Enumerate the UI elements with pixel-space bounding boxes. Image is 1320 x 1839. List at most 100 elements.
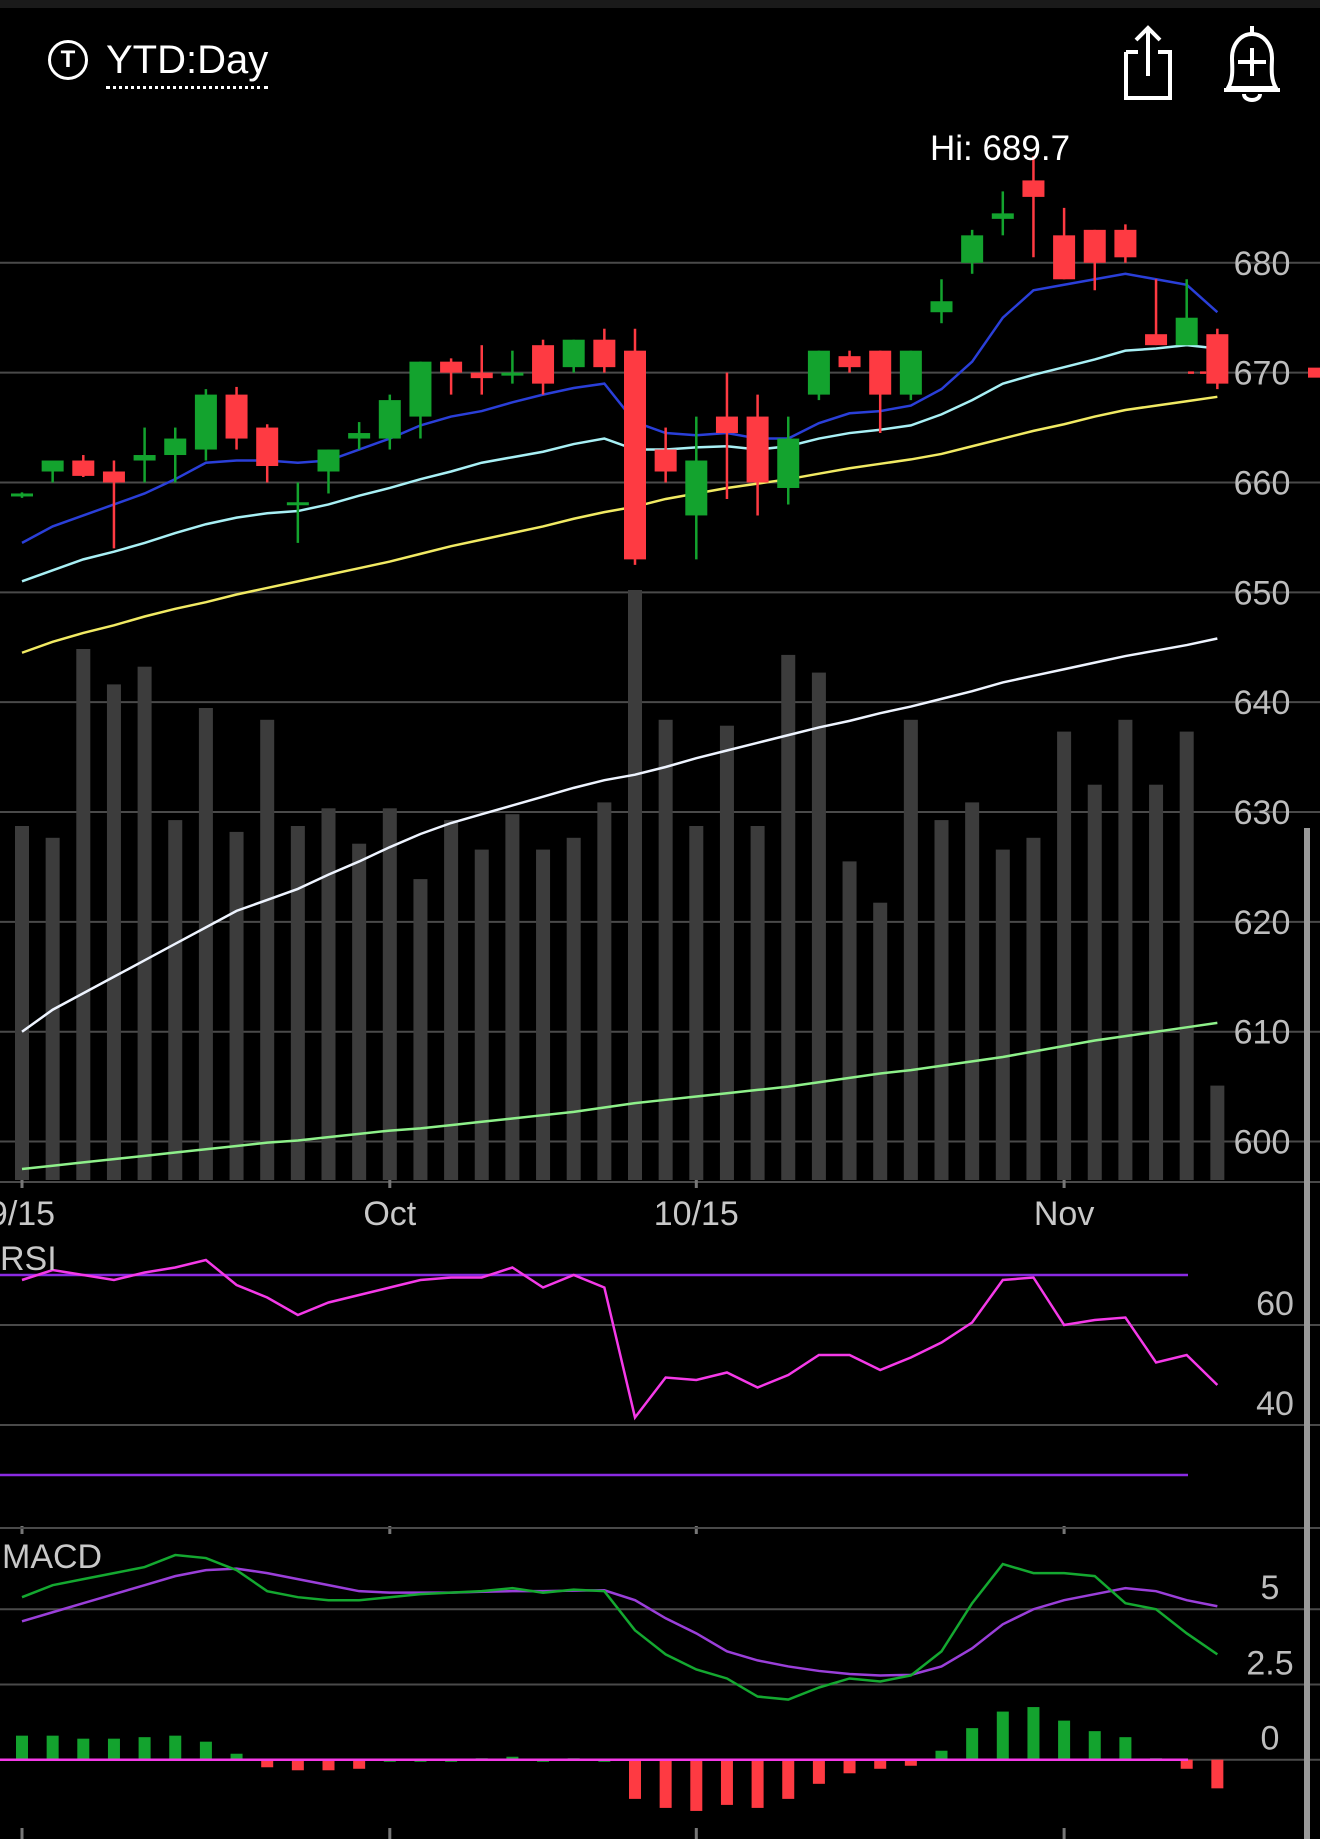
candle-body[interactable] — [1145, 334, 1168, 346]
rsi-tick-label: 60 — [1256, 1285, 1294, 1323]
volume-bar — [811, 672, 826, 1180]
candle-body[interactable] — [348, 433, 371, 439]
candle-body[interactable] — [72, 460, 95, 476]
share-icon[interactable] — [1110, 22, 1186, 106]
candle-body[interactable] — [562, 339, 585, 368]
price-tick-label: 620 — [1234, 904, 1291, 942]
macd-histogram-bar — [843, 1759, 856, 1774]
x-tick-label: Oct — [363, 1195, 416, 1233]
candle-body[interactable] — [961, 235, 984, 263]
macd-tick-label: 2.5 — [1246, 1644, 1293, 1682]
macd-histogram-bar — [751, 1759, 764, 1808]
volume-bar — [474, 849, 489, 1180]
volume-bar — [689, 826, 704, 1180]
candle-body[interactable] — [838, 356, 861, 368]
ticker-symbol-icon[interactable]: T — [48, 40, 88, 80]
candle-body[interactable] — [532, 345, 555, 384]
candle-body[interactable] — [501, 372, 524, 376]
candle-body[interactable] — [930, 301, 953, 313]
range-selector[interactable]: YTD:Day — [106, 36, 269, 89]
price-tick-label: 640 — [1234, 684, 1291, 722]
x-tick-label: 9/15 — [0, 1195, 55, 1233]
volume-bar — [719, 725, 734, 1180]
macd-histogram-bar — [261, 1759, 274, 1768]
candle-body[interactable] — [869, 350, 892, 395]
candle-body[interactable] — [11, 493, 33, 497]
volume-bar — [413, 879, 428, 1180]
candle-body[interactable] — [991, 213, 1014, 219]
volume-bar — [15, 826, 29, 1180]
moving-average-line — [21, 637, 1218, 1033]
candle-body[interactable] — [470, 372, 493, 379]
volume-bar — [1149, 784, 1164, 1180]
candle-body[interactable] — [1206, 334, 1229, 384]
candle-body[interactable] — [593, 339, 616, 368]
volume-bar — [566, 837, 581, 1180]
price-tick-label: 680 — [1234, 245, 1291, 283]
volume-bar — [382, 808, 397, 1180]
volume-bar — [1026, 837, 1041, 1180]
macd-histogram-bar — [169, 1735, 182, 1760]
macd-histogram-bar — [322, 1759, 335, 1771]
macd-histogram-bar — [812, 1759, 825, 1784]
macd-histogram-bar — [1058, 1720, 1071, 1760]
candle-body[interactable] — [746, 416, 769, 483]
volume-bar — [597, 802, 612, 1180]
scrollbar[interactable] — [1304, 828, 1310, 1839]
price-tick-label: 610 — [1234, 1014, 1291, 1052]
candle-body[interactable] — [164, 438, 187, 456]
candle-body[interactable] — [807, 350, 830, 395]
volume-bar — [106, 684, 121, 1180]
volume-bar — [1179, 731, 1194, 1180]
candle-body[interactable] — [1022, 180, 1045, 197]
candle-body[interactable] — [102, 471, 125, 483]
candle-body[interactable] — [1053, 235, 1076, 280]
macd-tick-label: 5 — [1261, 1569, 1280, 1607]
add-alert-bell-icon[interactable] — [1214, 22, 1290, 106]
candle-body[interactable] — [194, 394, 217, 450]
candle-body[interactable] — [440, 361, 463, 373]
volume-bar — [1087, 784, 1102, 1180]
volume-bar — [1210, 1085, 1225, 1180]
rsi-tick-label: 40 — [1256, 1385, 1294, 1423]
volume-bar — [536, 849, 551, 1180]
candle-body[interactable] — [899, 350, 922, 395]
candle-body[interactable] — [256, 427, 279, 467]
candle-body[interactable] — [378, 400, 401, 439]
volume-bar — [750, 826, 765, 1180]
macd-histogram-bar — [966, 1728, 979, 1760]
macd-histogram-bar — [1119, 1737, 1132, 1760]
candle-body[interactable] — [286, 502, 309, 506]
candle-body[interactable] — [1114, 229, 1137, 258]
candle-body[interactable] — [777, 438, 800, 488]
macd-histogram-bar — [46, 1735, 59, 1760]
candle-body[interactable] — [317, 449, 340, 472]
volume-bar — [781, 654, 796, 1180]
candle-body[interactable] — [715, 416, 738, 434]
volume-bar — [352, 843, 367, 1180]
macd-histogram-bar — [16, 1735, 28, 1760]
macd-histogram-bar — [1088, 1731, 1101, 1760]
candle-body[interactable] — [685, 460, 708, 516]
macd-title: MACD — [2, 1538, 102, 1576]
candle-body[interactable] — [654, 449, 677, 472]
volume-bar — [628, 590, 642, 1180]
moving-average-line — [21, 343, 1218, 583]
volume-bar — [168, 820, 183, 1180]
macd-histogram-bar — [107, 1738, 120, 1760]
candle-body[interactable] — [409, 361, 432, 417]
macd-histogram-bar — [1180, 1759, 1193, 1769]
candle-body[interactable] — [624, 350, 646, 560]
volume-bar — [260, 719, 275, 1180]
candle-body[interactable] — [1083, 229, 1106, 263]
moving-average-line — [21, 395, 1218, 654]
top-divider — [0, 0, 1320, 8]
last-price-marker — [1308, 367, 1320, 378]
candle-body[interactable] — [225, 394, 248, 439]
macd-histogram-bar — [782, 1759, 795, 1799]
candle-body[interactable] — [41, 460, 64, 472]
rsi-line — [21, 1258, 1219, 1421]
candle-body[interactable] — [1175, 317, 1198, 346]
candle-body[interactable] — [133, 455, 156, 461]
